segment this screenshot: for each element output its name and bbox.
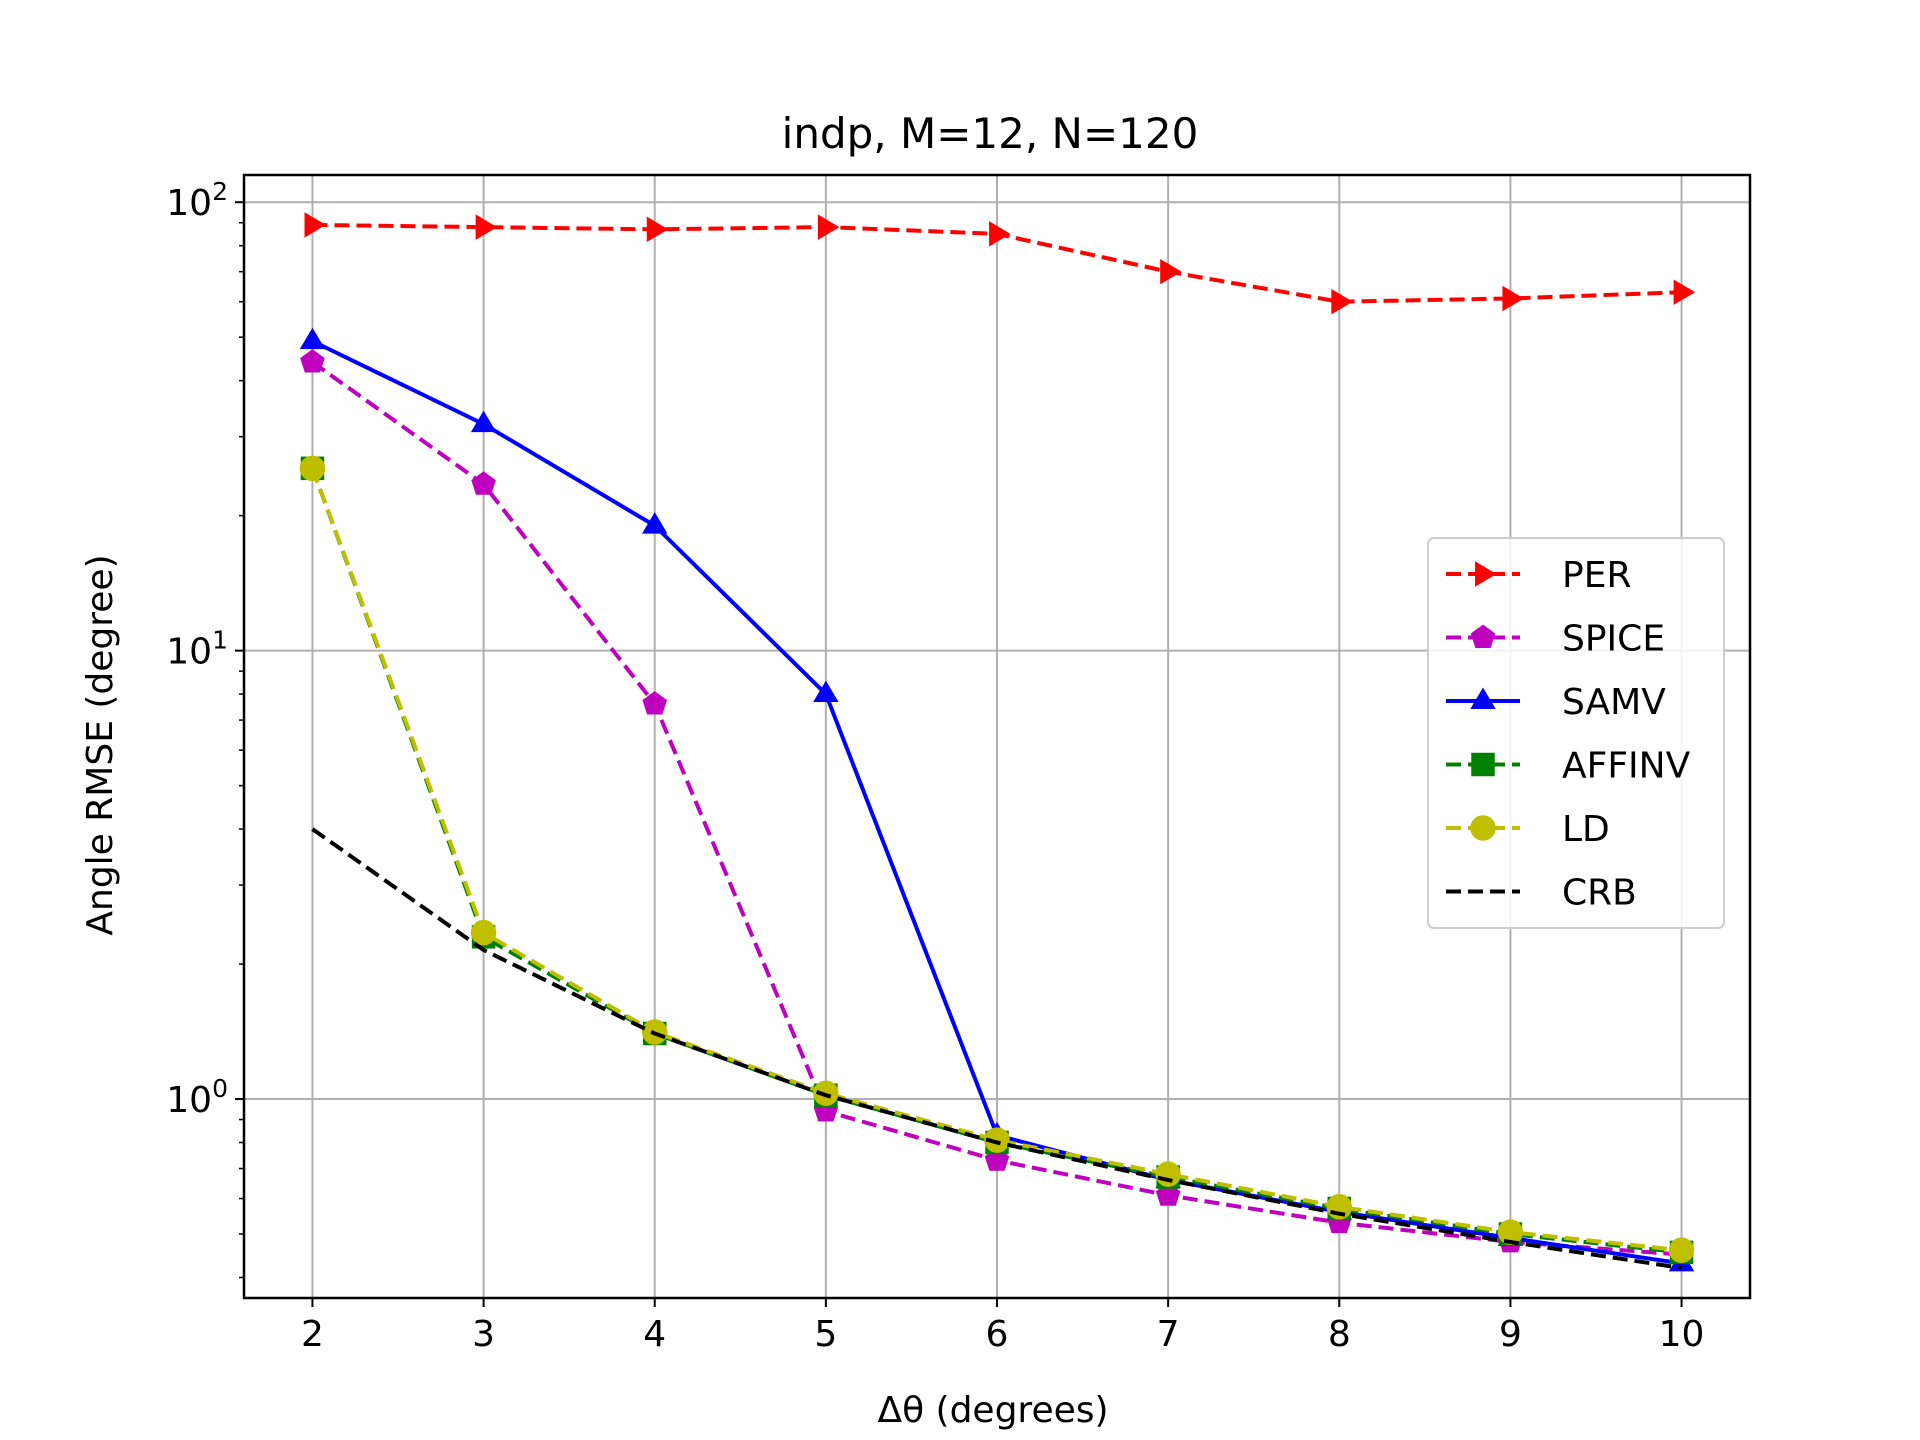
legend-label: SAMV [1562,682,1666,723]
data-point [642,691,668,715]
legend-entry-per: PER [1446,555,1631,596]
x-tick-label: 5 [814,1314,837,1355]
data-point [1668,1237,1695,1264]
legend: PER SPICE SAMV AFFINV LD CRB [1427,537,1725,929]
plot-area [299,212,1696,1272]
data-point [304,212,326,238]
x-tick-label: 4 [643,1314,666,1355]
data-point [1470,815,1496,841]
legend-label: LD [1562,809,1610,850]
data-point [1155,1161,1181,1187]
legend-label: AFFINV [1562,746,1691,787]
legend-entry-samv: SAMV [1446,682,1666,723]
x-axis-label: Δθ (degrees) [877,1390,1108,1431]
data-point [646,216,669,243]
data-point [1470,687,1496,709]
series-per [304,212,1696,315]
data-point [1475,561,1497,587]
data-point [1673,279,1696,305]
legend-label: PER [1562,555,1631,596]
data-point [1470,624,1496,648]
data-point [470,410,497,433]
legend-entry-ld: LD [1446,809,1610,850]
data-point [471,471,496,495]
plot-frame [242,173,1752,1300]
series-line [310,467,1682,1253]
data-point [1502,285,1524,312]
data-point [1497,1219,1524,1245]
x-tick-label: 3 [472,1314,495,1355]
data-point [813,680,839,703]
data-point [1160,258,1182,285]
data-point [1471,752,1495,777]
x-tick-label: 10 [1659,1314,1705,1355]
legend-label: CRB [1562,873,1637,914]
legend-entry-spice: SPICE [1446,619,1665,660]
y-tick-label: 100 [166,1074,228,1121]
data-point [817,214,840,240]
x-tick-label: 2 [301,1314,324,1355]
series-line [311,827,1682,1270]
data-point [299,455,326,482]
data-point [299,327,326,350]
legend-label: SPICE [1562,619,1665,660]
legend-box [1427,537,1725,929]
data-point [1331,288,1353,315]
data-point [470,919,497,946]
x-tick-label: 8 [1328,1314,1351,1355]
data-point [984,1127,1010,1153]
data-point [642,512,668,534]
legend-entry-crb: CRB [1446,873,1637,914]
x-tick-label: 6 [986,1314,1009,1355]
chart-title: indp, M=12, N=120 [782,109,1199,158]
data-point [989,221,1011,247]
series-crb [311,827,1682,1270]
y-axis-label: Angle RMSE (degree) [80,554,121,935]
x-tick-label: 7 [1157,1314,1180,1355]
x-tick-label: 9 [1499,1314,1522,1355]
series-line [310,467,1682,1255]
data-point [475,214,498,240]
legend-entry-affinv: AFFINV [1446,746,1691,787]
data-point [300,349,325,373]
